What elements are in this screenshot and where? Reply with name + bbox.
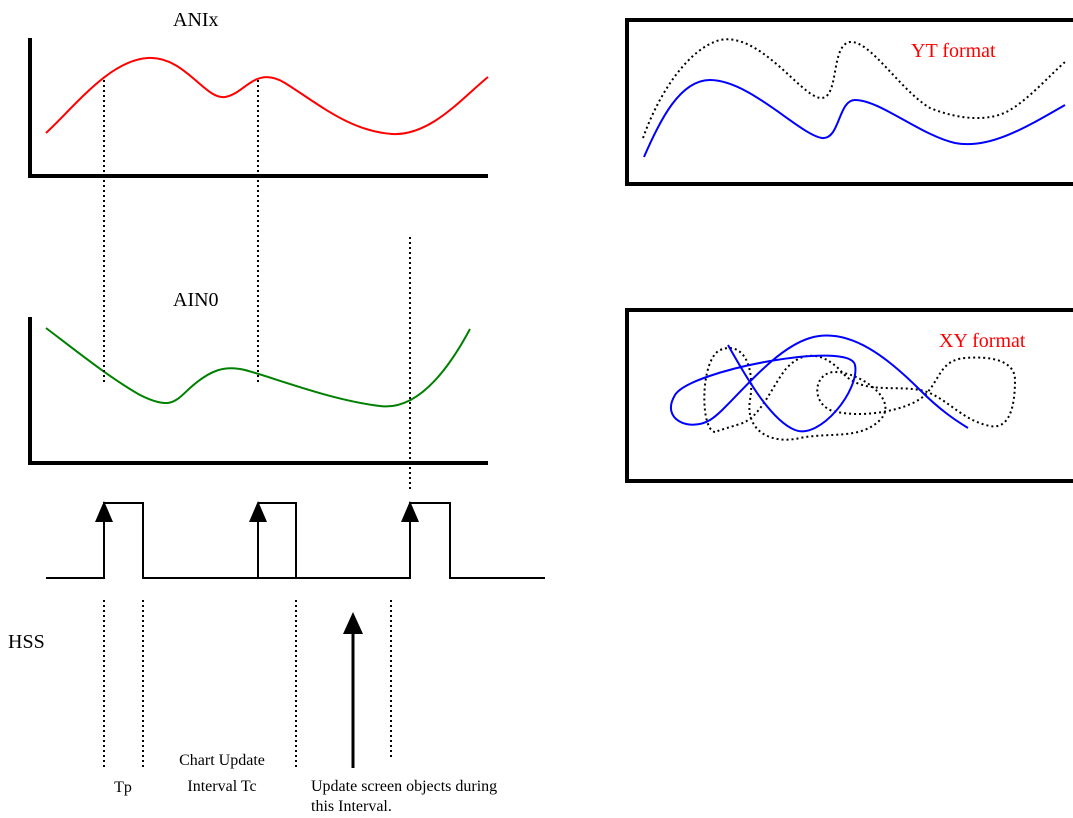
anix-axes xyxy=(28,38,488,178)
anix-label: ANIx xyxy=(173,9,219,31)
ain0-label: AIN0 xyxy=(173,289,219,311)
chart-update-label-1: Chart Update xyxy=(179,752,265,769)
xy-dotted-trace xyxy=(703,347,1017,441)
ain0-signal xyxy=(45,327,471,408)
update-screen-label-1: Update screen objects during xyxy=(311,778,497,795)
update-screen-label-2: this Interval. xyxy=(311,798,392,815)
pulse-arrow-2 xyxy=(249,501,267,522)
xy-format-panel xyxy=(625,308,1073,483)
ain0-axes xyxy=(28,317,488,465)
yt-blue-trace xyxy=(643,78,1066,158)
hss-pulse-train xyxy=(46,502,545,579)
anix-signal xyxy=(45,56,489,136)
xy-format-label: XY format xyxy=(939,330,1026,352)
pulse-arrow-1 xyxy=(95,501,113,522)
pulse-arrow-3 xyxy=(401,501,419,522)
update-arrow-head xyxy=(343,612,363,634)
hss-label: HSS xyxy=(8,631,45,653)
yt-dotted-trace xyxy=(642,38,1066,139)
tp-label: Tp xyxy=(114,779,132,796)
yt-format-label: YT format xyxy=(911,40,996,62)
yt-format-panel xyxy=(625,18,1073,186)
chart-update-label-2: Interval Tc xyxy=(187,778,256,795)
xy-blue-trace xyxy=(669,334,969,433)
